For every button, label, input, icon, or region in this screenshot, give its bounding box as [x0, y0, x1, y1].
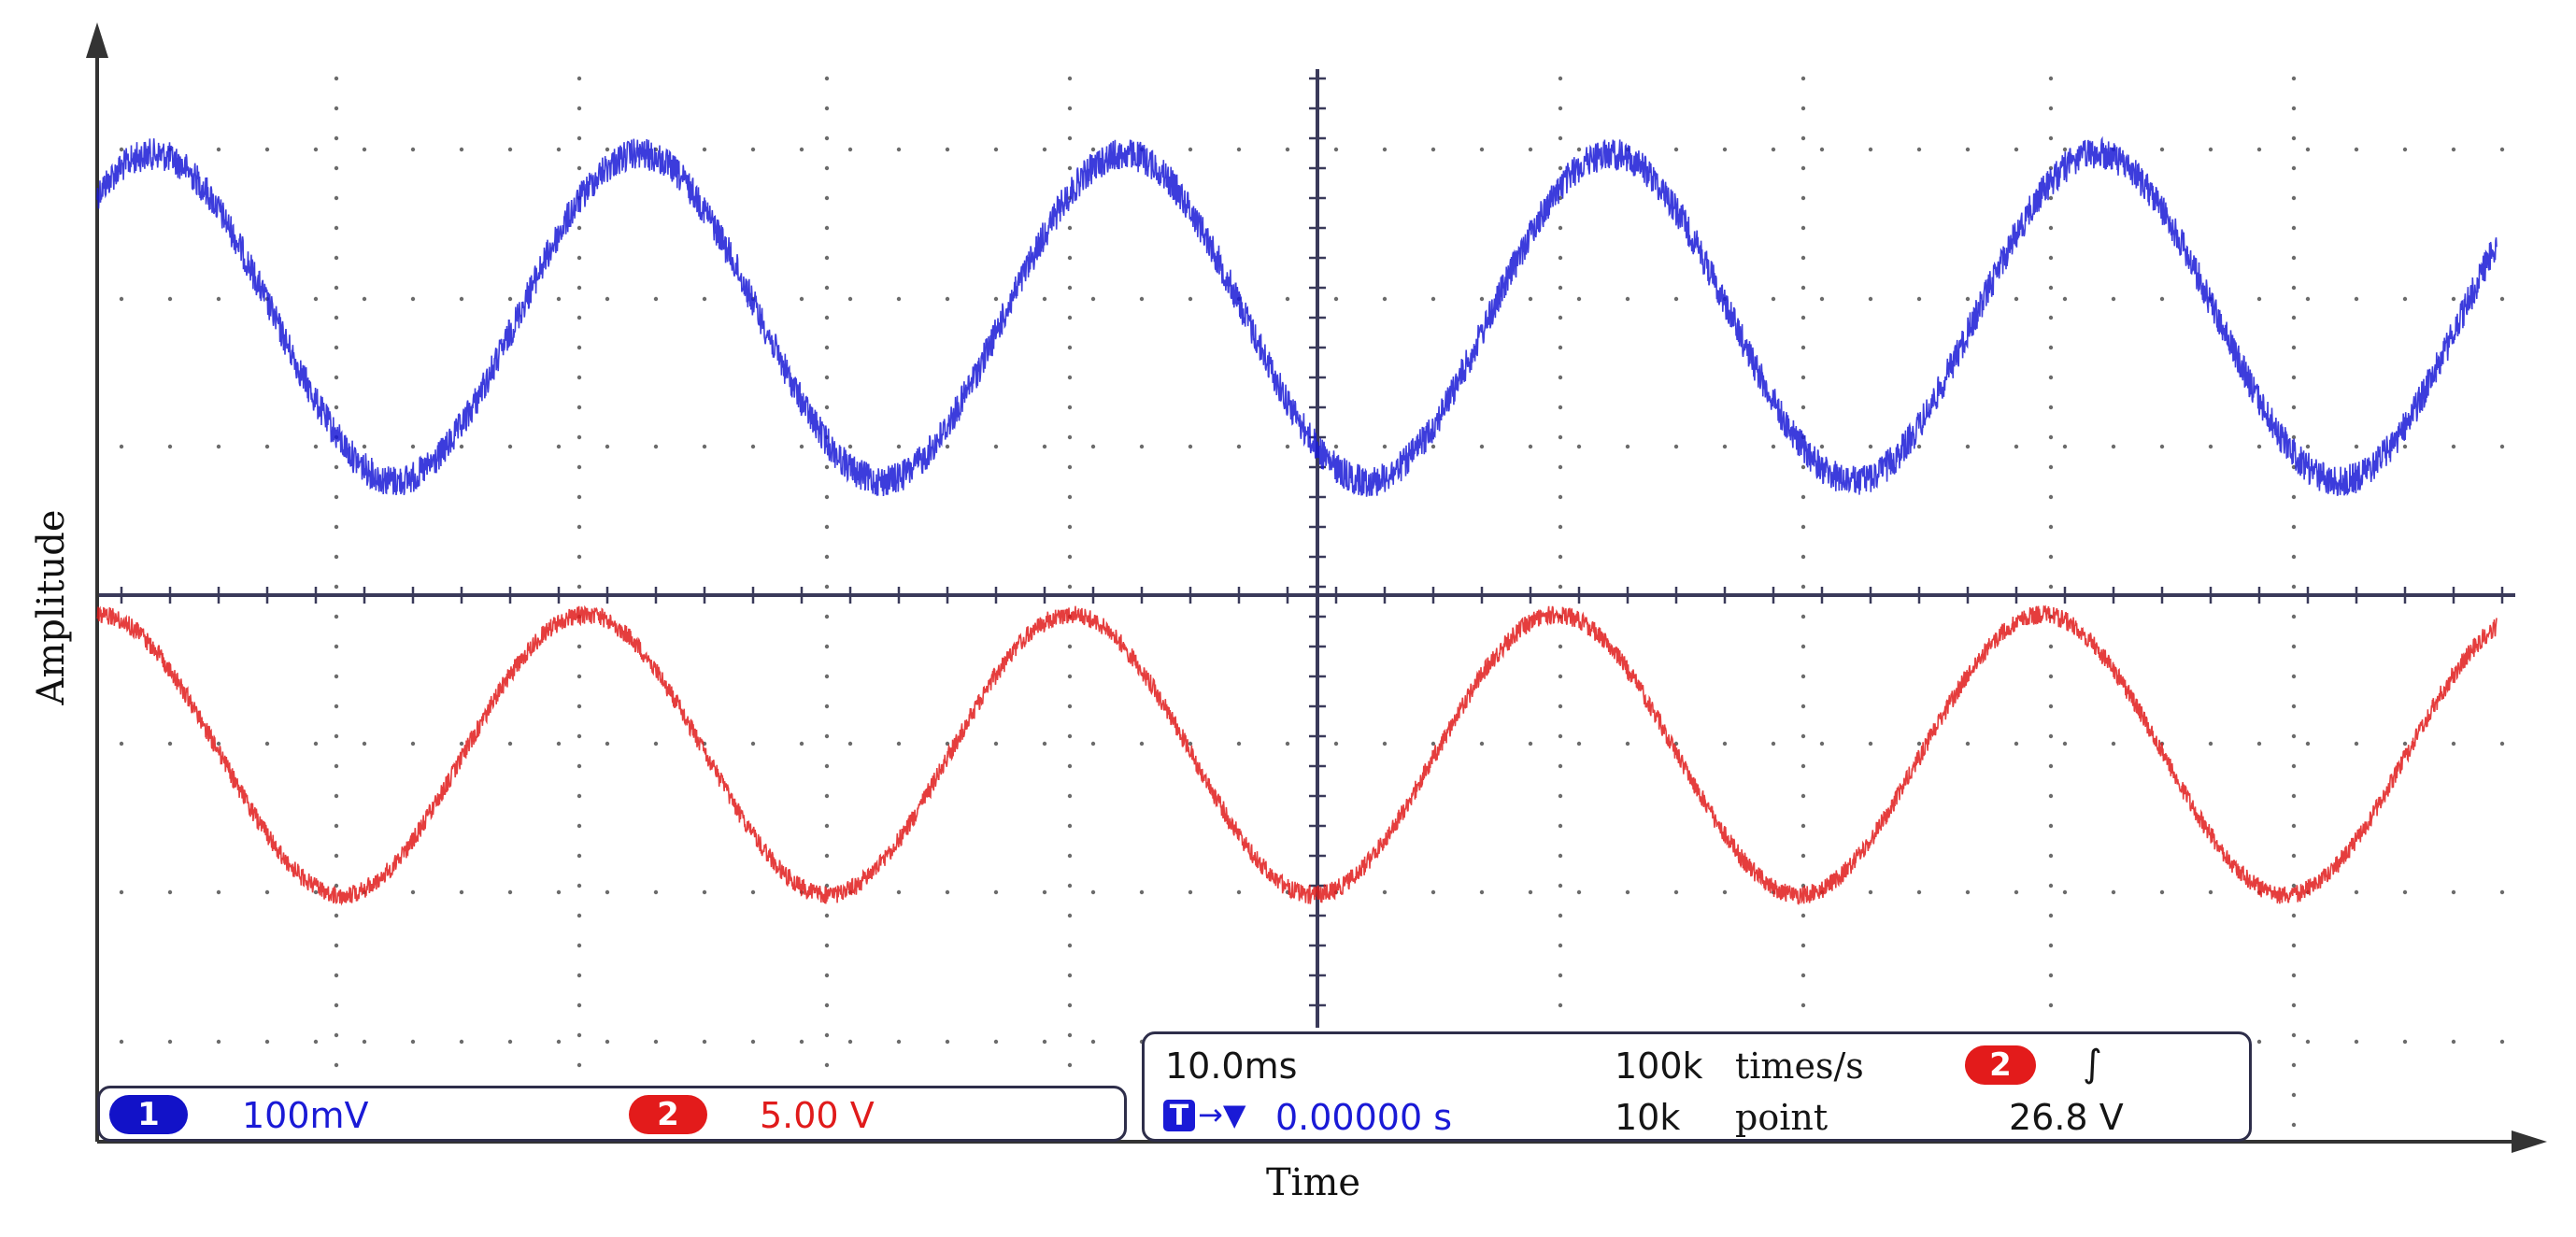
y-axis-title: Amplitude — [30, 509, 73, 705]
time-per-division: 10.0ms — [1165, 1045, 1298, 1087]
trigger-slope-icon: ∫ — [2083, 1043, 2102, 1086]
record-length-value: 10k — [1615, 1097, 1681, 1138]
channel-2-badge[interactable]: 2 — [629, 1095, 707, 1134]
channel-2-scale: 5.00 V — [760, 1095, 875, 1136]
graticule-grid — [97, 69, 2515, 1128]
trigger-level: 26.8 V — [2009, 1097, 2124, 1138]
trigger-offset: 0.00000 s — [1275, 1097, 1453, 1138]
x-axis-arrow-icon — [2512, 1130, 2547, 1153]
channel-scale-panel: 1 100mV 2 5.00 V — [97, 1086, 1127, 1142]
trigger-source-badge[interactable]: 2 — [1965, 1045, 2036, 1085]
axes — [86, 22, 2547, 1153]
channel-2-trace — [96, 604, 2498, 906]
trigger-position-arrow-icon: →▼ — [1198, 1097, 1246, 1132]
record-length-unit: point — [1735, 1097, 1829, 1138]
x-axis-title: Time — [1266, 1161, 1361, 1204]
channel-1-trace — [96, 135, 2498, 497]
trigger-icon: T — [1163, 1100, 1195, 1132]
channel-1-scale: 100mV — [242, 1095, 369, 1136]
channel-1-badge[interactable]: 1 — [109, 1095, 188, 1134]
timebase-trigger-panel: 10.0ms 100k times/s 2 ∫ T →▼ 0.00000 s 1… — [1142, 1031, 2252, 1142]
waveform-traces — [96, 135, 2498, 906]
y-axis-arrow-icon — [86, 22, 108, 58]
sample-rate-value: 100k — [1615, 1045, 1703, 1087]
sample-rate-unit: times/s — [1735, 1045, 1864, 1087]
